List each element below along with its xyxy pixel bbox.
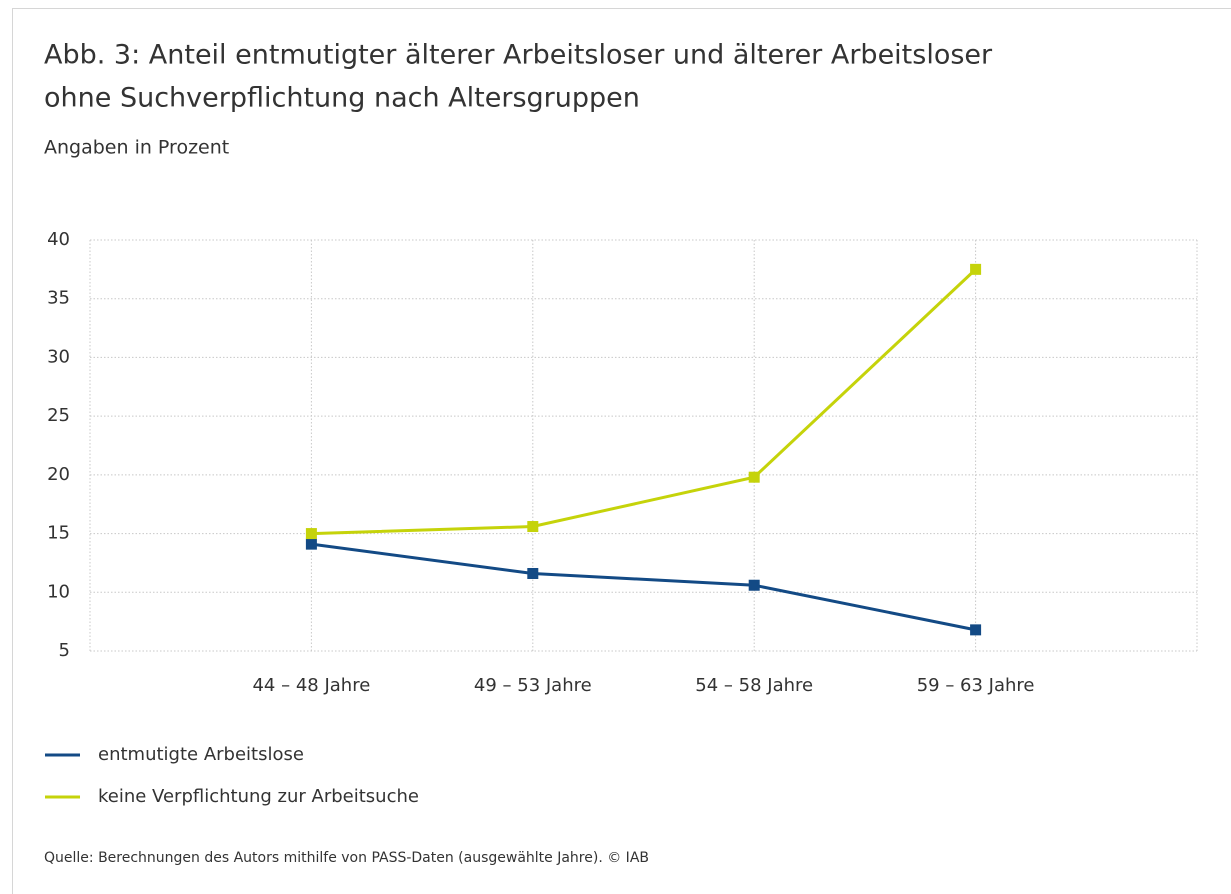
x-tick-label: 54 – 58 Jahre bbox=[695, 675, 813, 696]
y-tick-label: 10 bbox=[47, 581, 70, 602]
frame bbox=[12, 8, 1231, 894]
point-marker bbox=[305, 538, 317, 550]
y-tick-label: 15 bbox=[47, 523, 70, 544]
point-marker bbox=[305, 528, 317, 540]
point-marker bbox=[748, 471, 760, 483]
chart-title: Abb. 3: Anteil entmutigter älterer Arbei… bbox=[44, 40, 993, 71]
y-tick-label: 30 bbox=[47, 346, 70, 367]
x-tick-label: 59 – 63 Jahre bbox=[917, 675, 1035, 696]
point-marker bbox=[527, 567, 539, 579]
point-marker bbox=[970, 624, 982, 636]
chart-title: ohne Suchverpflichtung nach Altersgruppe… bbox=[44, 83, 640, 114]
legend-label: entmutigte Arbeitslose bbox=[98, 744, 304, 765]
series-line bbox=[311, 542, 976, 632]
y-tick-label: 35 bbox=[47, 288, 70, 309]
point-marker bbox=[748, 579, 760, 591]
point-marker bbox=[527, 521, 539, 533]
source: Quelle: Berechnungen des Autors mithilfe… bbox=[44, 850, 649, 866]
x-tick-label: 44 – 48 Jahre bbox=[252, 675, 370, 696]
y-tick-label: 20 bbox=[47, 464, 70, 485]
y-tick-label: 25 bbox=[47, 405, 70, 426]
y-tick-label: 5 bbox=[59, 640, 70, 661]
legend-label: keine Verpflichtung zur Arbeitsuche bbox=[98, 786, 419, 807]
series-line bbox=[311, 268, 977, 536]
point-marker bbox=[970, 263, 982, 275]
x-tick-label: 49 – 53 Jahre bbox=[474, 675, 592, 696]
y-tick-label: 40 bbox=[47, 229, 70, 250]
chart-subtitle: Angaben in Prozent bbox=[44, 137, 229, 159]
